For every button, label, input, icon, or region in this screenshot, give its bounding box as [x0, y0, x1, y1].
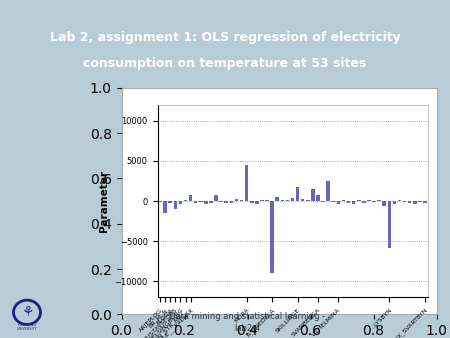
Bar [275, 197, 279, 201]
Bar [326, 181, 330, 201]
Bar [214, 195, 218, 201]
Bar [367, 199, 371, 201]
Bar [245, 165, 248, 201]
Bar [168, 201, 172, 203]
Bar [270, 201, 274, 273]
Bar [403, 201, 406, 202]
Bar [387, 201, 391, 248]
Bar [398, 199, 401, 201]
Text: ⚘: ⚘ [21, 305, 33, 319]
Bar [342, 199, 345, 201]
Bar [204, 201, 208, 203]
Bar [220, 201, 223, 202]
Bar [306, 199, 310, 201]
Bar [260, 199, 264, 201]
Bar [240, 200, 243, 201]
Bar [408, 201, 411, 203]
Bar [225, 201, 228, 203]
Bar [250, 201, 253, 203]
Bar [362, 201, 365, 203]
Bar [413, 201, 417, 204]
Bar [286, 200, 289, 201]
Bar [372, 201, 376, 202]
Bar [357, 200, 360, 201]
Bar [423, 201, 427, 203]
Bar [174, 201, 177, 209]
Bar [209, 201, 213, 203]
Bar [280, 199, 284, 201]
Bar [392, 201, 396, 204]
Bar [163, 201, 167, 213]
Bar [337, 201, 340, 204]
Bar [179, 201, 182, 203]
Bar [230, 201, 233, 203]
Text: Lab 2, assignment 1: OLS regression of electricity: Lab 2, assignment 1: OLS regression of e… [50, 31, 400, 44]
Bar [377, 200, 381, 201]
Bar [352, 201, 356, 203]
Bar [311, 189, 315, 201]
Text: Data mining and statistical learning -
lab2-4: Data mining and statistical learning - l… [170, 312, 325, 333]
Bar [296, 188, 299, 201]
Bar [255, 201, 259, 204]
Bar [291, 198, 294, 201]
Bar [321, 201, 325, 202]
Bar [194, 201, 198, 203]
Text: LINKOPING
UNIVERSITY: LINKOPING UNIVERSITY [17, 323, 37, 331]
Bar [332, 201, 335, 202]
Bar [418, 201, 422, 202]
Bar [265, 200, 269, 201]
Bar [184, 199, 187, 201]
Bar [235, 199, 238, 201]
Bar [199, 201, 202, 202]
Bar [382, 201, 386, 206]
Text: consumption on temperature at 53 sites: consumption on temperature at 53 sites [83, 57, 367, 70]
Bar [158, 201, 162, 202]
Bar [316, 195, 320, 201]
Bar [347, 201, 350, 203]
Y-axis label: Parameter: Parameter [99, 170, 109, 232]
Bar [301, 199, 305, 201]
Bar [189, 195, 193, 201]
